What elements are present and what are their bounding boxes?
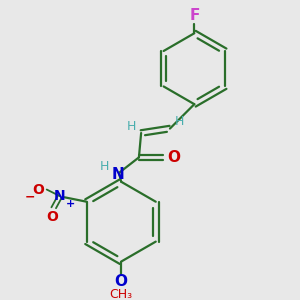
Text: O: O <box>167 150 180 165</box>
Text: +: + <box>65 199 75 209</box>
Text: H: H <box>100 160 109 173</box>
Text: N: N <box>112 167 124 182</box>
Text: N: N <box>54 189 66 203</box>
Text: F: F <box>189 8 200 23</box>
Text: −: − <box>25 191 35 204</box>
Text: O: O <box>115 274 128 289</box>
Text: H: H <box>175 116 184 128</box>
Text: CH₃: CH₃ <box>110 288 133 300</box>
Text: O: O <box>46 210 58 224</box>
Text: H: H <box>127 120 136 133</box>
Text: O: O <box>32 182 44 197</box>
